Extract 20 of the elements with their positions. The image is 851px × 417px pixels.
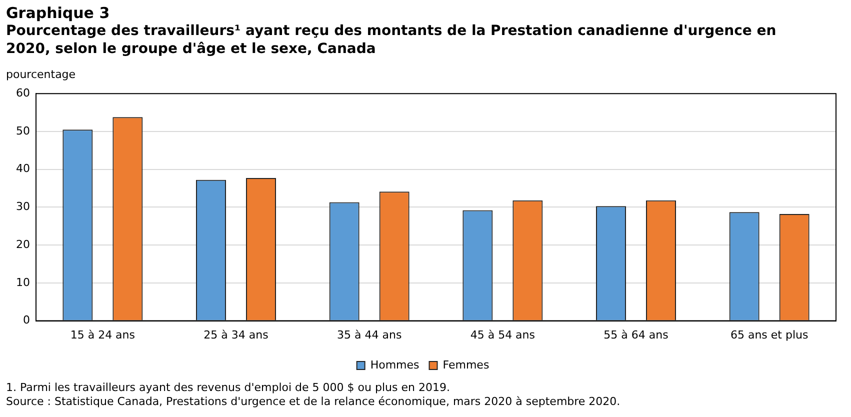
- source-note: Source : Statistique Canada, Prestations d'urgence et de la relance économique, mars 2020 à septembre 2020.: [6, 395, 622, 409]
- chart-subtitle: Pourcentage des travailleurs¹ ayant reçu des montants de la Prestation canadienne d'urgence en 2020, selon le groupe d'âge et le sexe, Canada: [6, 22, 778, 58]
- y-axis-title: pourcentage: [6, 68, 77, 81]
- y-tick-label: 10: [16, 276, 30, 289]
- y-tick-label: 30: [16, 200, 30, 214]
- x-tick-label: 45 à 54 ans: [470, 328, 536, 342]
- chart-title: Graphique 3: [6, 3, 111, 22]
- x-tick-label: 35 à 44 ans: [336, 328, 402, 342]
- legend-label: Femmes: [442, 358, 490, 372]
- y-tick-label: 40: [16, 162, 30, 176]
- y-tick-label: 20: [16, 238, 30, 251]
- y-tick-label: 60: [16, 86, 30, 100]
- y-tick-label: 0: [22, 314, 30, 327]
- x-tick-label: 65 ans et plus: [730, 328, 808, 342]
- y-tick-label: 50: [16, 124, 30, 138]
- x-tick-label: 25 à 34 ans: [204, 328, 269, 342]
- text: 1. Parmi les travailleurs ayant des revenus d'emploi de 5 000 $ ou plus en 2019.: [6, 381, 451, 395]
- legend-label: Hommes: [370, 358, 420, 372]
- x-tick-label: 15 à 24 ans: [70, 328, 136, 342]
- x-tick-label: 55 à 64 ans: [604, 328, 669, 342]
